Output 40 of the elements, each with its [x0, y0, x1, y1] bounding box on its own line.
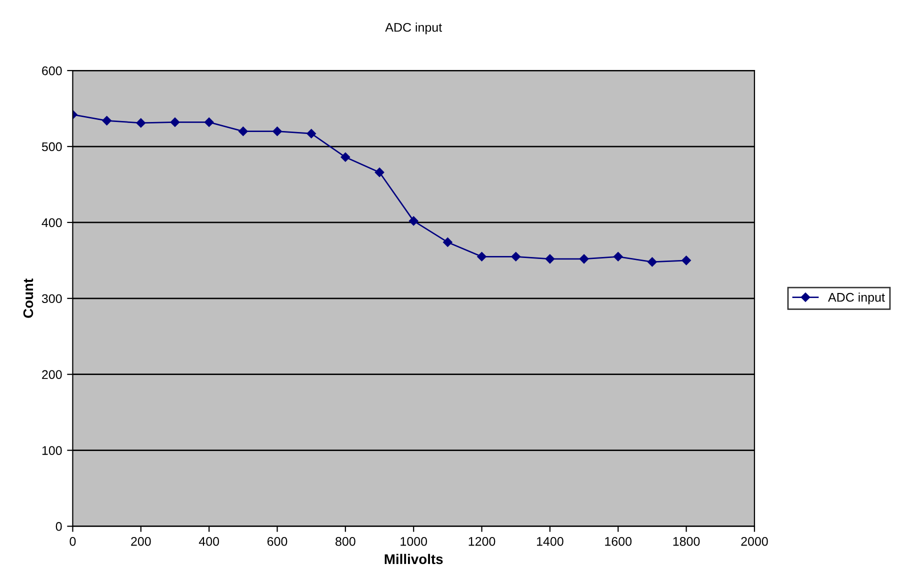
y-tick-label: 500	[42, 142, 62, 152]
point	[306, 128, 316, 138]
point	[340, 152, 350, 162]
y-tick-label: 400	[42, 218, 62, 228]
point	[238, 126, 248, 136]
x-tick-label: 1200	[468, 537, 496, 546]
point	[204, 118, 214, 127]
point	[136, 118, 146, 128]
x-tick-label: 0	[70, 537, 76, 546]
point	[477, 252, 486, 262]
point	[102, 116, 112, 126]
point	[648, 257, 657, 267]
point	[511, 252, 520, 262]
point	[613, 252, 623, 262]
x-tick-label: 2000	[741, 537, 768, 546]
x-tick-label: 200	[131, 537, 151, 546]
point	[374, 168, 384, 177]
y-tick-label: 200	[42, 370, 62, 380]
point	[170, 118, 180, 127]
point	[408, 216, 418, 226]
x-tick-label: 400	[198, 537, 220, 546]
point	[272, 126, 282, 136]
x-tick-label: 800	[336, 537, 356, 546]
x-tick-label: 1800	[673, 537, 700, 546]
y-tick-label: 0	[56, 522, 62, 531]
x-tick-label: 1600	[605, 537, 632, 546]
chart-title: ADC input	[385, 22, 442, 34]
point	[682, 256, 691, 266]
y-tick-label: 100	[42, 446, 62, 455]
x-tick-label: 1000	[400, 537, 428, 546]
y-axis-title: Count	[23, 278, 34, 318]
y-tick-label: 600	[42, 66, 62, 76]
legend-label: ADC input	[828, 292, 885, 304]
point	[579, 254, 589, 264]
y-tick-label: 300	[42, 294, 62, 304]
x-tick-label: 600	[267, 537, 288, 546]
point	[545, 254, 555, 264]
x-tick-label: 1400	[536, 537, 564, 546]
point	[443, 238, 452, 247]
x-axis-title: Millivolts	[384, 554, 443, 564]
